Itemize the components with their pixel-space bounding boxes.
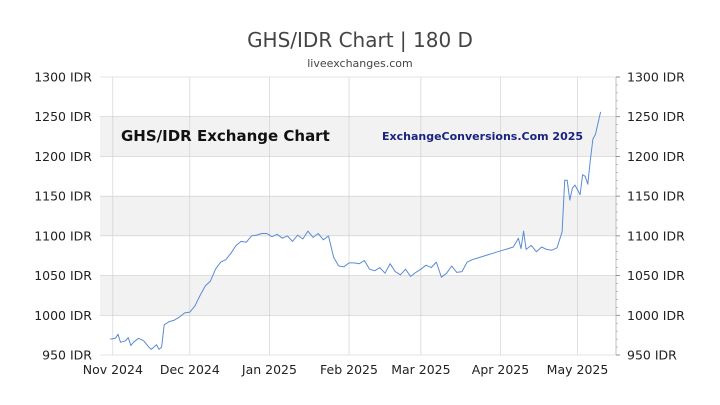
x-tick-label: Nov 2024 (83, 362, 143, 377)
y-tick-label-right: 1100 IDR (627, 228, 685, 243)
x-tick-label: May 2025 (547, 362, 609, 377)
inner-chart-title: GHS/IDR Exchange Chart (121, 127, 330, 145)
x-tick-label: Dec 2024 (160, 362, 220, 377)
horizontal-gridlines (100, 76, 616, 356)
y-tick-label-right: 1300 IDR (627, 70, 685, 85)
chart-title: GHS/IDR Chart | 180 D (247, 28, 473, 52)
series-line-0 (110, 111, 602, 350)
y-tick-label-left: 1300 IDR (34, 70, 92, 85)
x-tick-label: Apr 2025 (472, 362, 529, 377)
y-tick-label-left: 1250 IDR (34, 109, 92, 124)
y-axis-right: 1300 IDR 1250 IDR 1200 IDR 1150 IDR 1100 IDR… (615, 70, 685, 363)
y-tick-label-right: 1150 IDR (627, 189, 685, 204)
y-tick-label-left: 1050 IDR (34, 268, 92, 283)
y-tick-label-right: 1050 IDR (627, 268, 685, 283)
x-tick-label: Mar 2025 (391, 362, 450, 377)
background-band-2 (100, 275, 616, 316)
x-axis: Nov 2024 Dec 2024 Jan 2025 Feb 2025 Mar 2025… (83, 362, 609, 377)
y-tick-label-left: 1100 IDR (34, 228, 92, 243)
y-tick-label-right: 950 IDR (627, 348, 677, 363)
y-tick-label-left: 950 IDR (42, 348, 92, 363)
chart-subtitle: liveexchanges.com (307, 57, 412, 70)
background-band-0 (100, 116, 616, 157)
y-tick-label-left: 1150 IDR (34, 189, 92, 204)
vertical-gridlines (112, 77, 578, 355)
y-tick-label-right: 1000 IDR (627, 308, 685, 323)
y-tick-label-right: 1200 IDR (627, 149, 685, 164)
y-tick-label-left: 1000 IDR (34, 308, 92, 323)
x-tick-label: Feb 2025 (320, 362, 378, 377)
background-band-1 (100, 196, 616, 236)
watermark-text: ExchangeConversions.Com 2025 (382, 130, 583, 143)
y-tick-label-left: 1200 IDR (34, 149, 92, 164)
background-bands (100, 116, 616, 316)
series-group (110, 111, 602, 350)
y-axis-left: 1300 IDR 1250 IDR 1200 IDR 1150 IDR 1100 IDR… (34, 70, 92, 363)
y-tick-label-right: 1250 IDR (627, 109, 685, 124)
x-tick-label: Jan 2025 (241, 362, 297, 377)
